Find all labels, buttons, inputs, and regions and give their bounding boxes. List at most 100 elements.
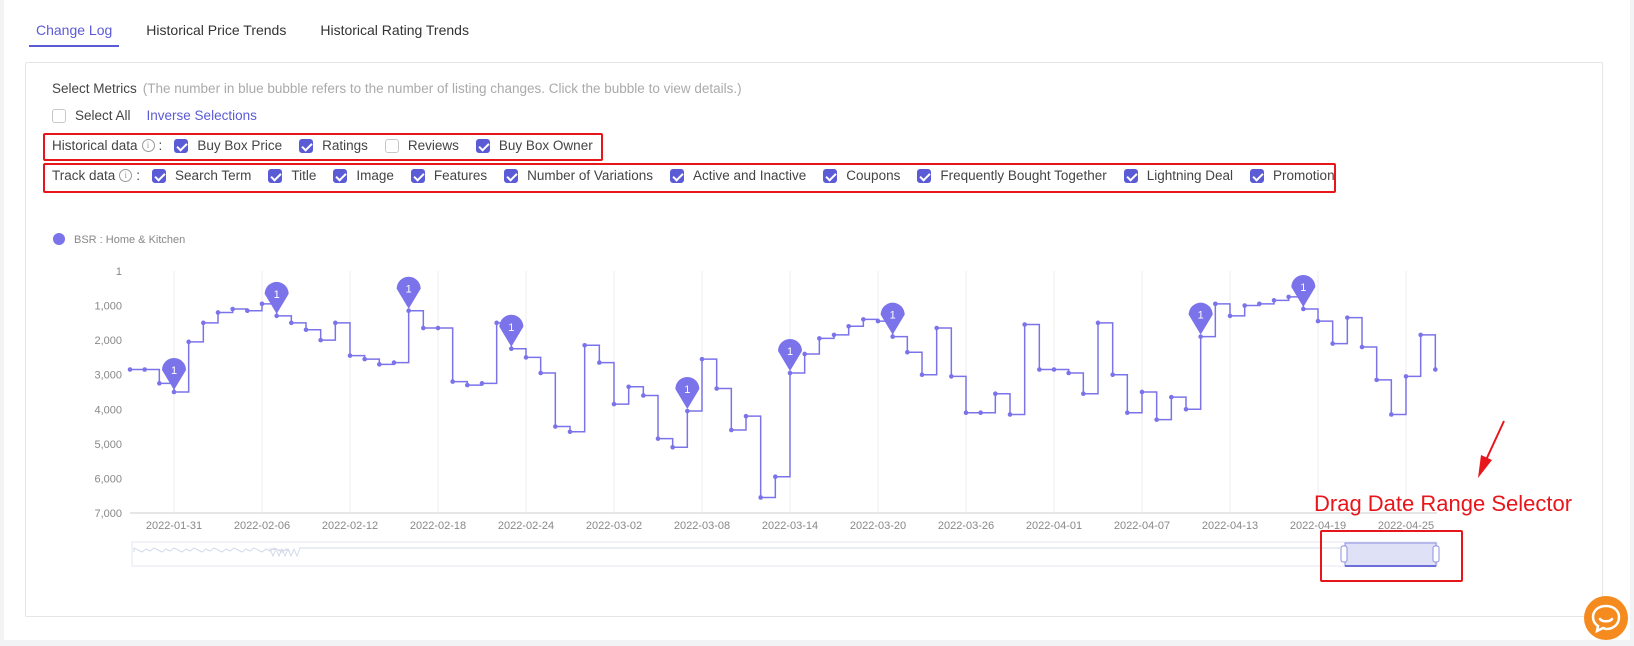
option-image[interactable]: Image (333, 168, 394, 183)
option-title[interactable]: Title (268, 168, 316, 183)
select-all-row: Select All Inverse Selections (52, 108, 257, 123)
checkbox[interactable] (152, 168, 167, 183)
x-tick-label: 2022-04-13 (1202, 520, 1258, 532)
option-frequently-bought-together[interactable]: Frequently Bought Together (917, 168, 1107, 183)
bsr-data-point (846, 323, 851, 329)
bsr-data-point (553, 424, 558, 429)
change-count-bubble (880, 302, 905, 335)
bsr-data-point (1389, 412, 1394, 417)
bsr-data-point (215, 310, 221, 315)
bsr-data-point (391, 360, 397, 365)
bsr-data-point (523, 355, 529, 360)
checkbox[interactable] (1123, 168, 1138, 183)
checkbox[interactable] (410, 168, 425, 183)
checkbox[interactable] (174, 138, 189, 153)
change-count-bubble (675, 376, 700, 409)
range-start-handle[interactable] (1340, 545, 1348, 563)
tab-change-log[interactable]: Change Log (29, 0, 120, 47)
checkbox[interactable] (384, 138, 399, 153)
tab-historical-rating-trends[interactable]: Historical Rating Trends (320, 22, 469, 38)
x-tick-label: 2022-04-07 (1114, 520, 1170, 532)
chat-bubble-icon (1591, 604, 1621, 634)
option-number-of-variations[interactable]: Number of Variations (504, 168, 653, 183)
option-label: Features (433, 168, 488, 183)
bsr-data-point (142, 367, 147, 372)
bsr-data-point (1183, 406, 1189, 412)
bsr-series-line (130, 296, 1437, 499)
bsr-data-point (1286, 294, 1291, 300)
option-promotion[interactable]: Promotion (1250, 168, 1335, 183)
option-buy-box-owner[interactable]: Buy Box Owner (475, 138, 593, 153)
bsr-data-point (479, 381, 485, 386)
option-features[interactable]: Features (410, 168, 488, 183)
option-lightning-deal[interactable]: Lightning Deal (1123, 168, 1234, 183)
select-metrics-label: Select Metrics (52, 81, 137, 96)
bsr-data-point (1154, 417, 1159, 422)
checkbox[interactable] (268, 168, 283, 183)
option-label: Active and Inactive (692, 168, 807, 183)
option-reviews[interactable]: Reviews (384, 138, 459, 153)
bsr-data-point (817, 336, 822, 341)
bsr-data-point (362, 356, 367, 362)
checkbox[interactable] (333, 168, 348, 183)
option-label: Image (356, 168, 394, 183)
change-count-label: 1 (508, 322, 514, 334)
bsr-data-point (597, 360, 602, 365)
bsr-data-point (567, 429, 573, 435)
bsr-data-point (1081, 391, 1086, 397)
bsr-data-point (1418, 332, 1423, 338)
x-tick-label: 2022-03-02 (586, 520, 642, 532)
bsr-data-point (919, 372, 925, 377)
option-label: Number of Variations (527, 168, 653, 183)
bsr-data-point (758, 495, 763, 500)
option-ratings[interactable]: Ratings (299, 138, 368, 153)
checkbox[interactable] (475, 138, 490, 153)
checkbox[interactable] (669, 168, 684, 183)
option-buy-box-price[interactable]: Buy Box Price (174, 138, 282, 153)
bsr-data-point (230, 306, 235, 312)
tab-historical-price-trends[interactable]: Historical Price Trends (146, 22, 287, 38)
x-tick-label: 2022-03-20 (850, 520, 906, 532)
bsr-data-point (582, 343, 587, 348)
bsr-data-point (787, 370, 793, 376)
bsr-data-point (1139, 389, 1145, 395)
option-label: Reviews (407, 138, 459, 153)
option-label: Lightning Deal (1146, 168, 1234, 183)
bsr-data-point (993, 391, 998, 397)
option-label: Promotion (1273, 168, 1335, 183)
select-all-checkbox[interactable] (52, 108, 66, 123)
y-tick-label: 1 (116, 266, 122, 278)
bsr-data-point (377, 362, 382, 367)
checkbox[interactable] (504, 168, 519, 183)
bsr-data-point (949, 374, 954, 379)
bsr-data-point (509, 346, 514, 352)
change-count-label: 1 (890, 310, 896, 322)
checkbox[interactable] (917, 168, 932, 183)
range-end-handle[interactable] (1432, 545, 1440, 563)
inverse-selections-link[interactable]: Inverse Selections (146, 108, 257, 123)
checkbox[interactable] (299, 138, 314, 153)
y-tick-label: 5,000 (94, 439, 122, 451)
chat-support-button[interactable] (1584, 596, 1628, 640)
bsr-data-point (318, 337, 323, 343)
change-count-bubble (1291, 274, 1316, 307)
bsr-data-point (186, 339, 191, 345)
bsr-data-point (875, 318, 881, 324)
bsr-data-point (347, 353, 353, 358)
option-coupons[interactable]: Coupons (823, 168, 900, 183)
option-active-and-inactive[interactable]: Active and Inactive (669, 168, 807, 183)
y-tick-label: 4,000 (94, 404, 122, 416)
bsr-data-point (1213, 301, 1218, 307)
option-search-term[interactable]: Search Term (152, 168, 251, 183)
checkbox[interactable] (1250, 168, 1265, 183)
checkbox[interactable] (823, 168, 838, 183)
bsr-data-point (421, 325, 426, 331)
x-tick-label: 2022-02-18 (410, 520, 466, 532)
bsr-data-point (641, 393, 646, 398)
bsr-data-point (1037, 367, 1042, 372)
change-count-bubble (396, 276, 421, 309)
bsr-data-point (773, 474, 778, 479)
bsr-data-point (259, 301, 265, 307)
bsr-data-point (655, 436, 661, 441)
x-tick-label: 2022-04-25 (1378, 520, 1434, 532)
